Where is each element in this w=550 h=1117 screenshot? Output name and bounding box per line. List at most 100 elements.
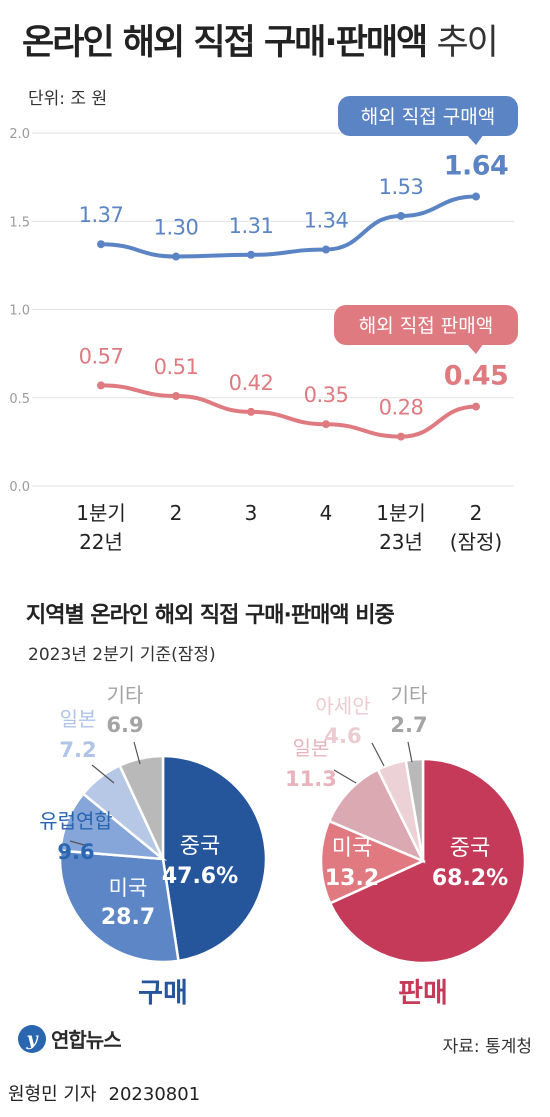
- pie-slice: [58, 849, 180, 964]
- pie-slice: [81, 763, 165, 860]
- leader-line: [133, 741, 141, 765]
- data-label: 0.57: [79, 344, 124, 368]
- slice-label: 미국: [109, 876, 148, 900]
- data-point: [472, 192, 480, 201]
- y-tick-label: 1.5: [9, 215, 30, 230]
- pie-slice: [327, 767, 426, 864]
- x-tick-label: 23년: [379, 530, 423, 554]
- x-tick-label: 3: [245, 501, 258, 525]
- pie-slice: [328, 757, 527, 965]
- data-point: [322, 420, 330, 429]
- data-label: 1.37: [79, 203, 124, 227]
- data-label: 0.51: [154, 355, 199, 379]
- leader-line: [91, 764, 115, 784]
- legend-label: 해외 직접 구매액: [361, 106, 495, 128]
- data-point: [472, 402, 480, 411]
- slice-value: 11.3: [285, 767, 337, 791]
- x-tick-label: (잠정): [450, 530, 502, 554]
- legend-box: [334, 305, 518, 345]
- x-tick-label: 1분기: [376, 501, 426, 525]
- slice-label: 47.6%: [162, 864, 238, 889]
- y-tick-label: 0.5: [9, 392, 30, 407]
- slice-label: 28.7: [101, 905, 155, 930]
- x-tick-label: 1분기: [76, 501, 126, 525]
- leader-line: [69, 840, 89, 847]
- slice-label: 미국: [332, 836, 372, 861]
- x-tick-label: 2: [470, 501, 483, 525]
- slice-label: 13.2: [325, 866, 379, 891]
- section2-subtitle: 2023년 2분기 기준(잠정): [28, 645, 216, 665]
- publish-date: 20230801: [108, 1084, 201, 1105]
- data-label: 0.45: [444, 361, 509, 392]
- data-point: [322, 245, 330, 254]
- byline: 원형민 기자 20230801: [0, 1080, 550, 1117]
- yonhap-logo-icon: y: [18, 1024, 46, 1053]
- legend-box: [338, 96, 518, 136]
- leader-line: [407, 741, 413, 763]
- x-tick-label: 2: [170, 501, 183, 525]
- data-label: 0.28: [379, 396, 424, 420]
- legend-callout-sales: 해외 직접 판매액: [334, 305, 518, 354]
- data-point: [172, 252, 180, 261]
- slice-name: 일본: [293, 736, 330, 760]
- data-label: 1.34: [304, 208, 349, 232]
- data-point: [97, 381, 105, 390]
- unit-label: 단위: 조 원: [28, 89, 108, 109]
- series-line-purchase: [99, 194, 478, 259]
- legend-pointer: [466, 343, 484, 354]
- series-line-sales: [99, 383, 478, 439]
- slice-value: 2.7: [390, 713, 427, 737]
- pie-title: 판매: [398, 978, 448, 1009]
- slice-value: 6.9: [106, 713, 143, 737]
- data-label: 0.35: [304, 383, 349, 407]
- data-point: [247, 250, 255, 259]
- yonhap-logo-text: 연합뉴스: [51, 1028, 122, 1052]
- pie-slice: [161, 754, 268, 963]
- data-point: [397, 432, 405, 441]
- slice-value: 9.6: [57, 840, 94, 864]
- data-label: 1.31: [229, 214, 274, 238]
- leader-line: [333, 769, 357, 784]
- pie-slice: [404, 757, 425, 862]
- slice-name: 기타: [391, 683, 428, 707]
- data-label: 1.64: [444, 151, 509, 182]
- y-tick-label: 0.0: [9, 480, 30, 495]
- pie-slice: [58, 792, 167, 861]
- line-chart: 0.0 0.5 1.0 1.5 2.0 1분기 22년 2 3 4 1분기 23년 2 (잠정) 1.37 1…: [9, 96, 518, 554]
- leader-line: [371, 742, 385, 767]
- slice-value: 7.2: [59, 738, 96, 762]
- data-label: 1.53: [379, 175, 424, 199]
- sales-pie: [319, 757, 527, 965]
- data-label: 1.30: [154, 216, 199, 240]
- pie-slice: [376, 759, 425, 862]
- data-label: 0.42: [229, 371, 274, 395]
- yonhap-logo: y 연합뉴스: [18, 1024, 122, 1053]
- y-tick-label: 1.0: [9, 304, 30, 319]
- slice-label: 중국: [180, 834, 220, 859]
- legend-callout-purchase: 해외 직접 구매액: [338, 96, 518, 145]
- data-point: [247, 407, 255, 416]
- section2-title: 지역별 온라인 해외 직접 구매·판매액 비중: [26, 603, 395, 628]
- title-main: 온라인 해외 직접 구매·판매액: [22, 23, 428, 63]
- reporter-name: 원형민 기자: [8, 1084, 97, 1105]
- slice-name: 아세안: [315, 694, 370, 718]
- pie-title: 구매: [138, 978, 188, 1009]
- slice-label: 중국: [450, 836, 490, 861]
- slice-name: 기타: [107, 683, 144, 707]
- purchase-pie: [58, 754, 268, 964]
- source-label: 자료: 통계청: [442, 1037, 532, 1057]
- slice-name: 유럽연합: [39, 809, 113, 833]
- pie-slice: [118, 754, 165, 860]
- data-point: [97, 240, 105, 249]
- x-tick-label: 22년: [79, 530, 123, 554]
- legend-pointer: [466, 134, 484, 145]
- slice-name: 일본: [60, 707, 97, 731]
- chart-title: 온라인 해외 직접 구매·판매액 추이: [22, 14, 499, 65]
- slice-label: 68.2%: [432, 866, 508, 891]
- data-point: [172, 391, 180, 400]
- pie-slice: [319, 819, 427, 905]
- title-suffix: 추이: [436, 23, 498, 63]
- x-tick-label: 4: [320, 501, 333, 525]
- slice-value: 4.6: [324, 724, 361, 748]
- y-tick-label: 2.0: [9, 127, 30, 142]
